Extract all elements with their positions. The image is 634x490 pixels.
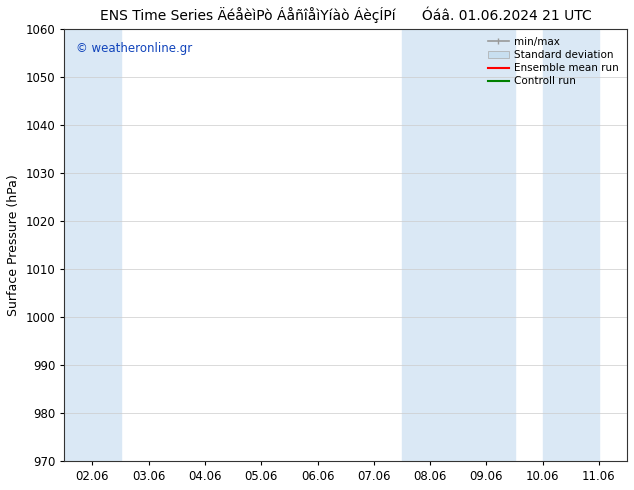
Text: © weatheronline.gr: © weatheronline.gr bbox=[75, 42, 191, 55]
Bar bbox=[543, 29, 599, 461]
Bar bbox=[402, 29, 515, 461]
Legend: min/max, Standard deviation, Ensemble mean run, Controll run: min/max, Standard deviation, Ensemble me… bbox=[485, 34, 622, 90]
Title: ENS Time Series ÄéåèìPò ÁåñîåìYíàò ÁèçÍPí      Óáâ. 01.06.2024 21 UTC: ENS Time Series ÄéåèìPò ÁåñîåìYíàò ÁèçÍP… bbox=[100, 7, 592, 24]
Y-axis label: Surface Pressure (hPa): Surface Pressure (hPa) bbox=[7, 174, 20, 316]
Bar bbox=[64, 29, 120, 461]
